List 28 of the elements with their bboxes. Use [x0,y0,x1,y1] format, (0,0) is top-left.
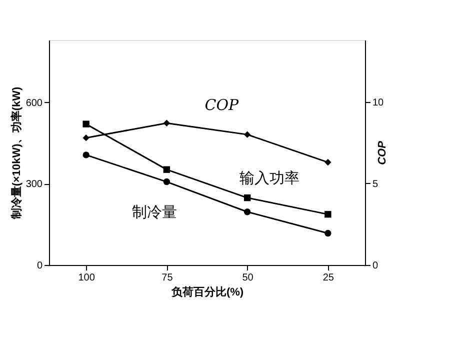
y2-tick-label: 0 [372,260,378,272]
point [324,230,332,237]
y2-tick-label: 5 [372,178,378,190]
x-tick-label: 75 [162,272,174,284]
y2-axis-title: COP [376,140,389,165]
point [163,120,170,127]
point [82,120,90,128]
y-tick-label: 0 [36,260,43,272]
y-axis-title: 制冷量(×10kW)、功率(kW) [10,86,23,220]
point [324,158,332,166]
y-tick-label: 300 [26,179,43,190]
point [82,134,90,142]
x-axis-title: 负荷百分比(%) [170,286,244,298]
point [163,166,170,173]
y-tick-label: 600 [26,98,43,109]
y2-tick-label: 10 [372,97,384,108]
point [163,178,170,186]
series-label: COP [204,96,240,114]
x-tick-label: 100 [78,272,96,284]
series-label: 输入功率 [239,168,300,187]
x-tick-label: 50 [242,272,254,284]
series-label: 制冷量 [132,202,178,221]
point [82,152,90,158]
x-tick-label: 25 [322,272,334,284]
point [244,208,251,216]
point [324,210,332,218]
point [244,131,251,138]
point [244,194,251,202]
